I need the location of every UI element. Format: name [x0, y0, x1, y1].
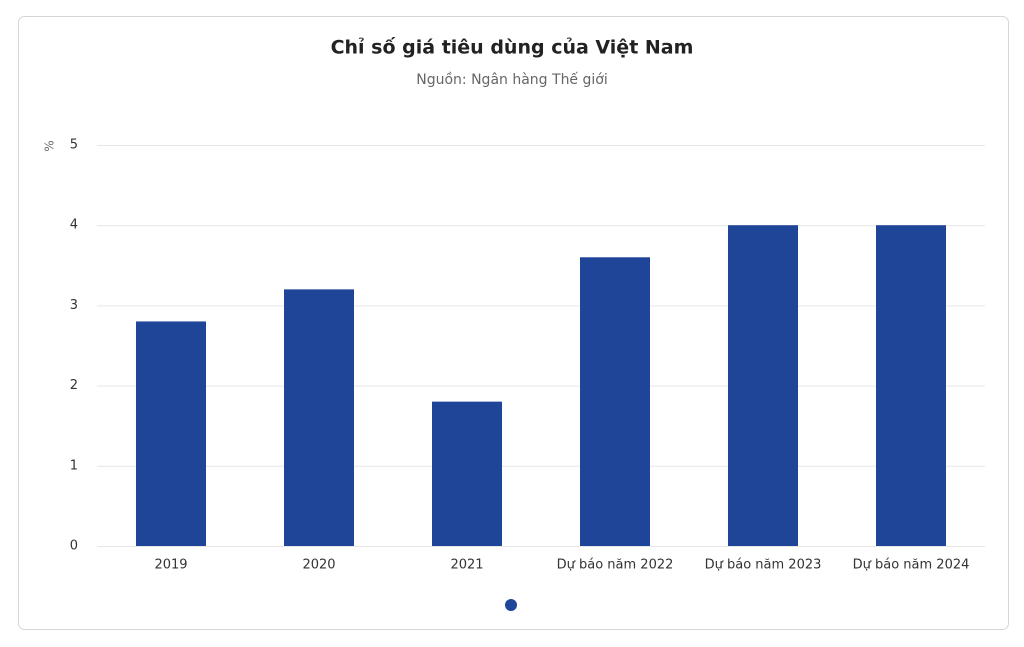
y-axis-label: % — [43, 140, 57, 151]
y-tick-label: 5 — [70, 138, 78, 153]
chart-subtitle: Nguồn: Ngân hàng Thế giới — [416, 71, 607, 88]
bar — [284, 289, 354, 546]
y-tick-label: 0 — [70, 539, 78, 554]
bar — [136, 321, 206, 546]
bar — [728, 225, 798, 546]
y-tick-label: 2 — [70, 378, 78, 393]
bar — [580, 257, 650, 546]
legend-marker[interactable] — [505, 599, 517, 611]
y-tick-label: 1 — [70, 458, 78, 473]
x-tick-label: 2021 — [450, 558, 483, 573]
chart-title: Chỉ số giá tiêu dùng của Việt Nam — [331, 36, 694, 59]
bar — [432, 401, 502, 546]
bar — [876, 225, 946, 546]
x-tick-label: Dự báo năm 2024 — [853, 558, 970, 573]
x-tick-label: 2019 — [154, 558, 187, 573]
x-tick-label: Dự báo năm 2023 — [705, 558, 822, 573]
x-tick-label: 2020 — [302, 558, 335, 573]
y-tick-label: 4 — [70, 218, 78, 233]
x-tick-label: Dự báo năm 2022 — [557, 558, 674, 573]
y-tick-label: 3 — [70, 298, 78, 313]
